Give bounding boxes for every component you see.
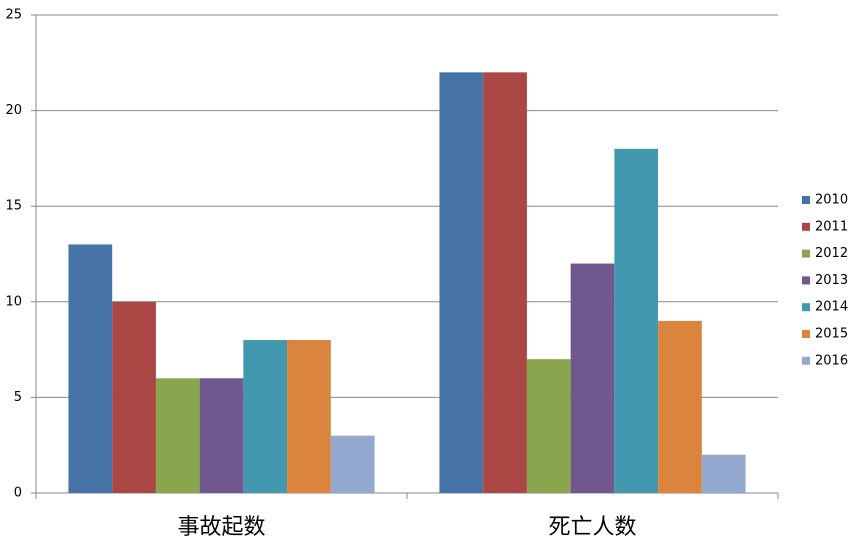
bar <box>570 263 615 493</box>
legend-swatch <box>802 303 810 312</box>
legend-label: 2014 <box>815 300 848 315</box>
legend-label: 2012 <box>815 246 848 261</box>
bar <box>701 454 746 493</box>
y-tick-label: 15 <box>5 199 22 214</box>
bar <box>526 359 571 493</box>
x-tick-label: 死亡人数 <box>548 515 636 540</box>
legend-swatch <box>802 276 810 285</box>
y-tick-label: 25 <box>5 8 22 23</box>
bar <box>199 378 244 493</box>
bar <box>68 244 113 493</box>
legend-label: 2011 <box>815 219 848 234</box>
legend-swatch <box>802 196 810 204</box>
y-tick-label: 5 <box>14 390 22 405</box>
bar <box>287 340 331 493</box>
bar <box>658 320 702 493</box>
legend-swatch <box>802 330 810 338</box>
x-tick-label: 事故起数 <box>177 515 265 540</box>
legend-label: 2015 <box>815 327 848 342</box>
y-tick-label: 20 <box>5 103 22 118</box>
legend-swatch <box>802 222 810 231</box>
bar <box>243 340 288 493</box>
bar <box>439 72 484 494</box>
y-tick-label: 10 <box>5 294 22 309</box>
legend-label: 2013 <box>815 273 848 288</box>
bar <box>112 301 156 493</box>
bar <box>330 435 375 493</box>
legend-label: 2010 <box>815 193 848 208</box>
y-tick-label: 0 <box>14 486 22 501</box>
bar <box>155 378 200 493</box>
legend-swatch <box>802 249 810 258</box>
bar <box>483 72 527 494</box>
legend-label: 2016 <box>815 353 848 368</box>
bar <box>614 148 659 493</box>
legend-swatch <box>802 356 810 365</box>
